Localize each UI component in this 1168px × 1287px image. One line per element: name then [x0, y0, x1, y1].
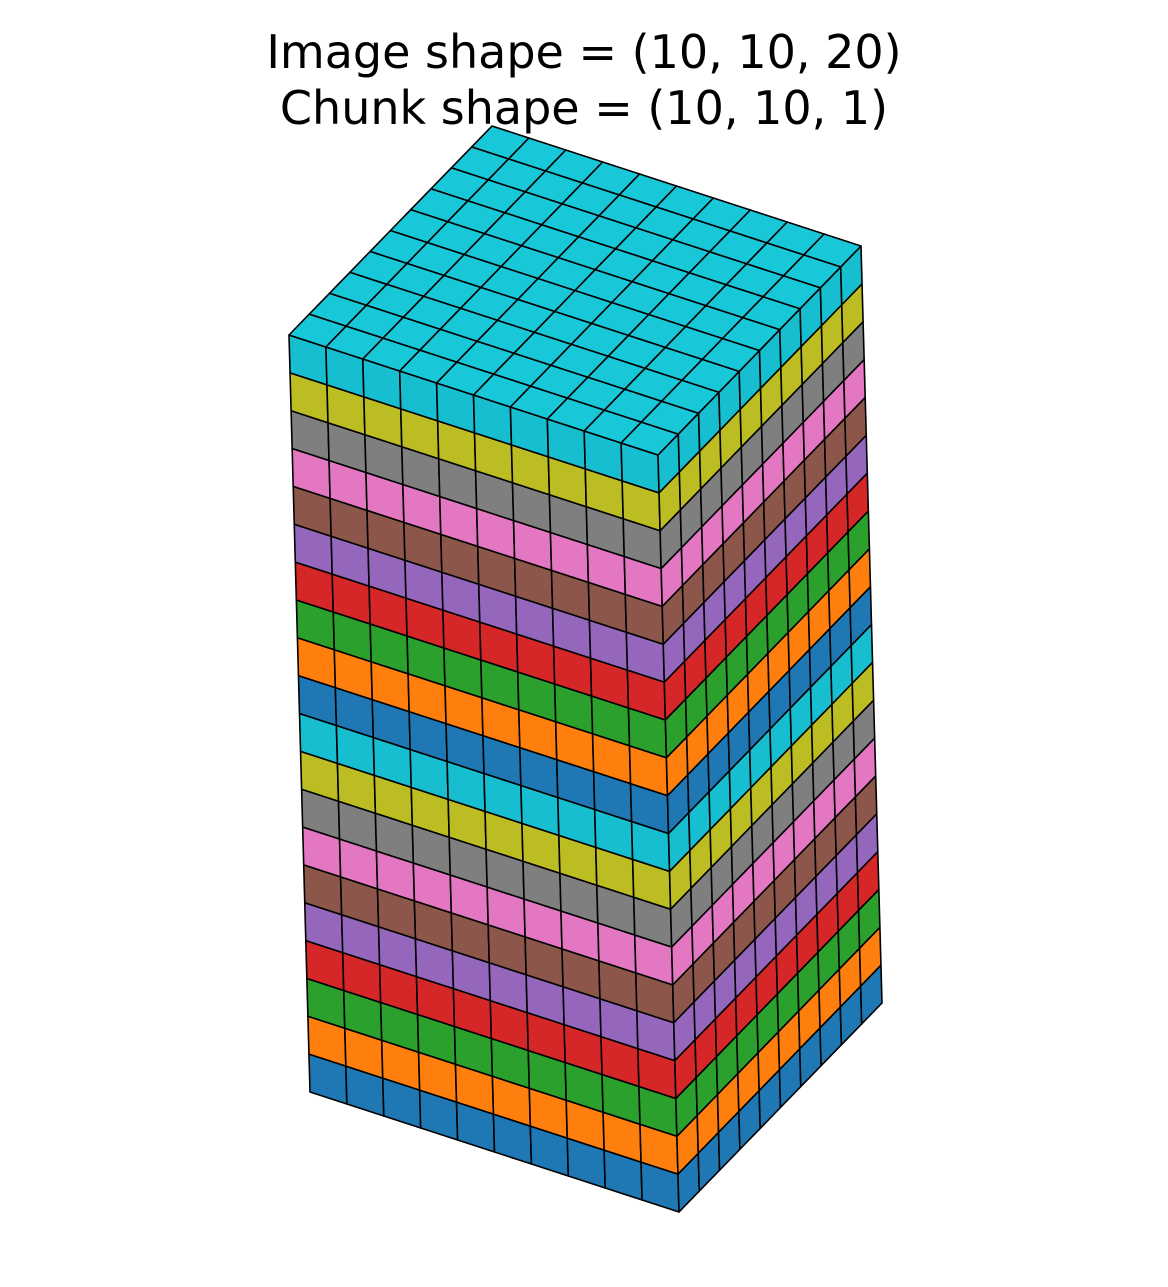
figure-title: Image shape = (10, 10, 20) Chunk shape =… — [0, 24, 1168, 136]
voxel-grid — [288, 125, 883, 1213]
image-shape-label: Image shape = (10, 10, 20) — [266, 25, 902, 79]
chunk-shape-label: Chunk shape = (10, 10, 1) — [279, 81, 889, 135]
voxel-face-top — [802, 233, 862, 268]
